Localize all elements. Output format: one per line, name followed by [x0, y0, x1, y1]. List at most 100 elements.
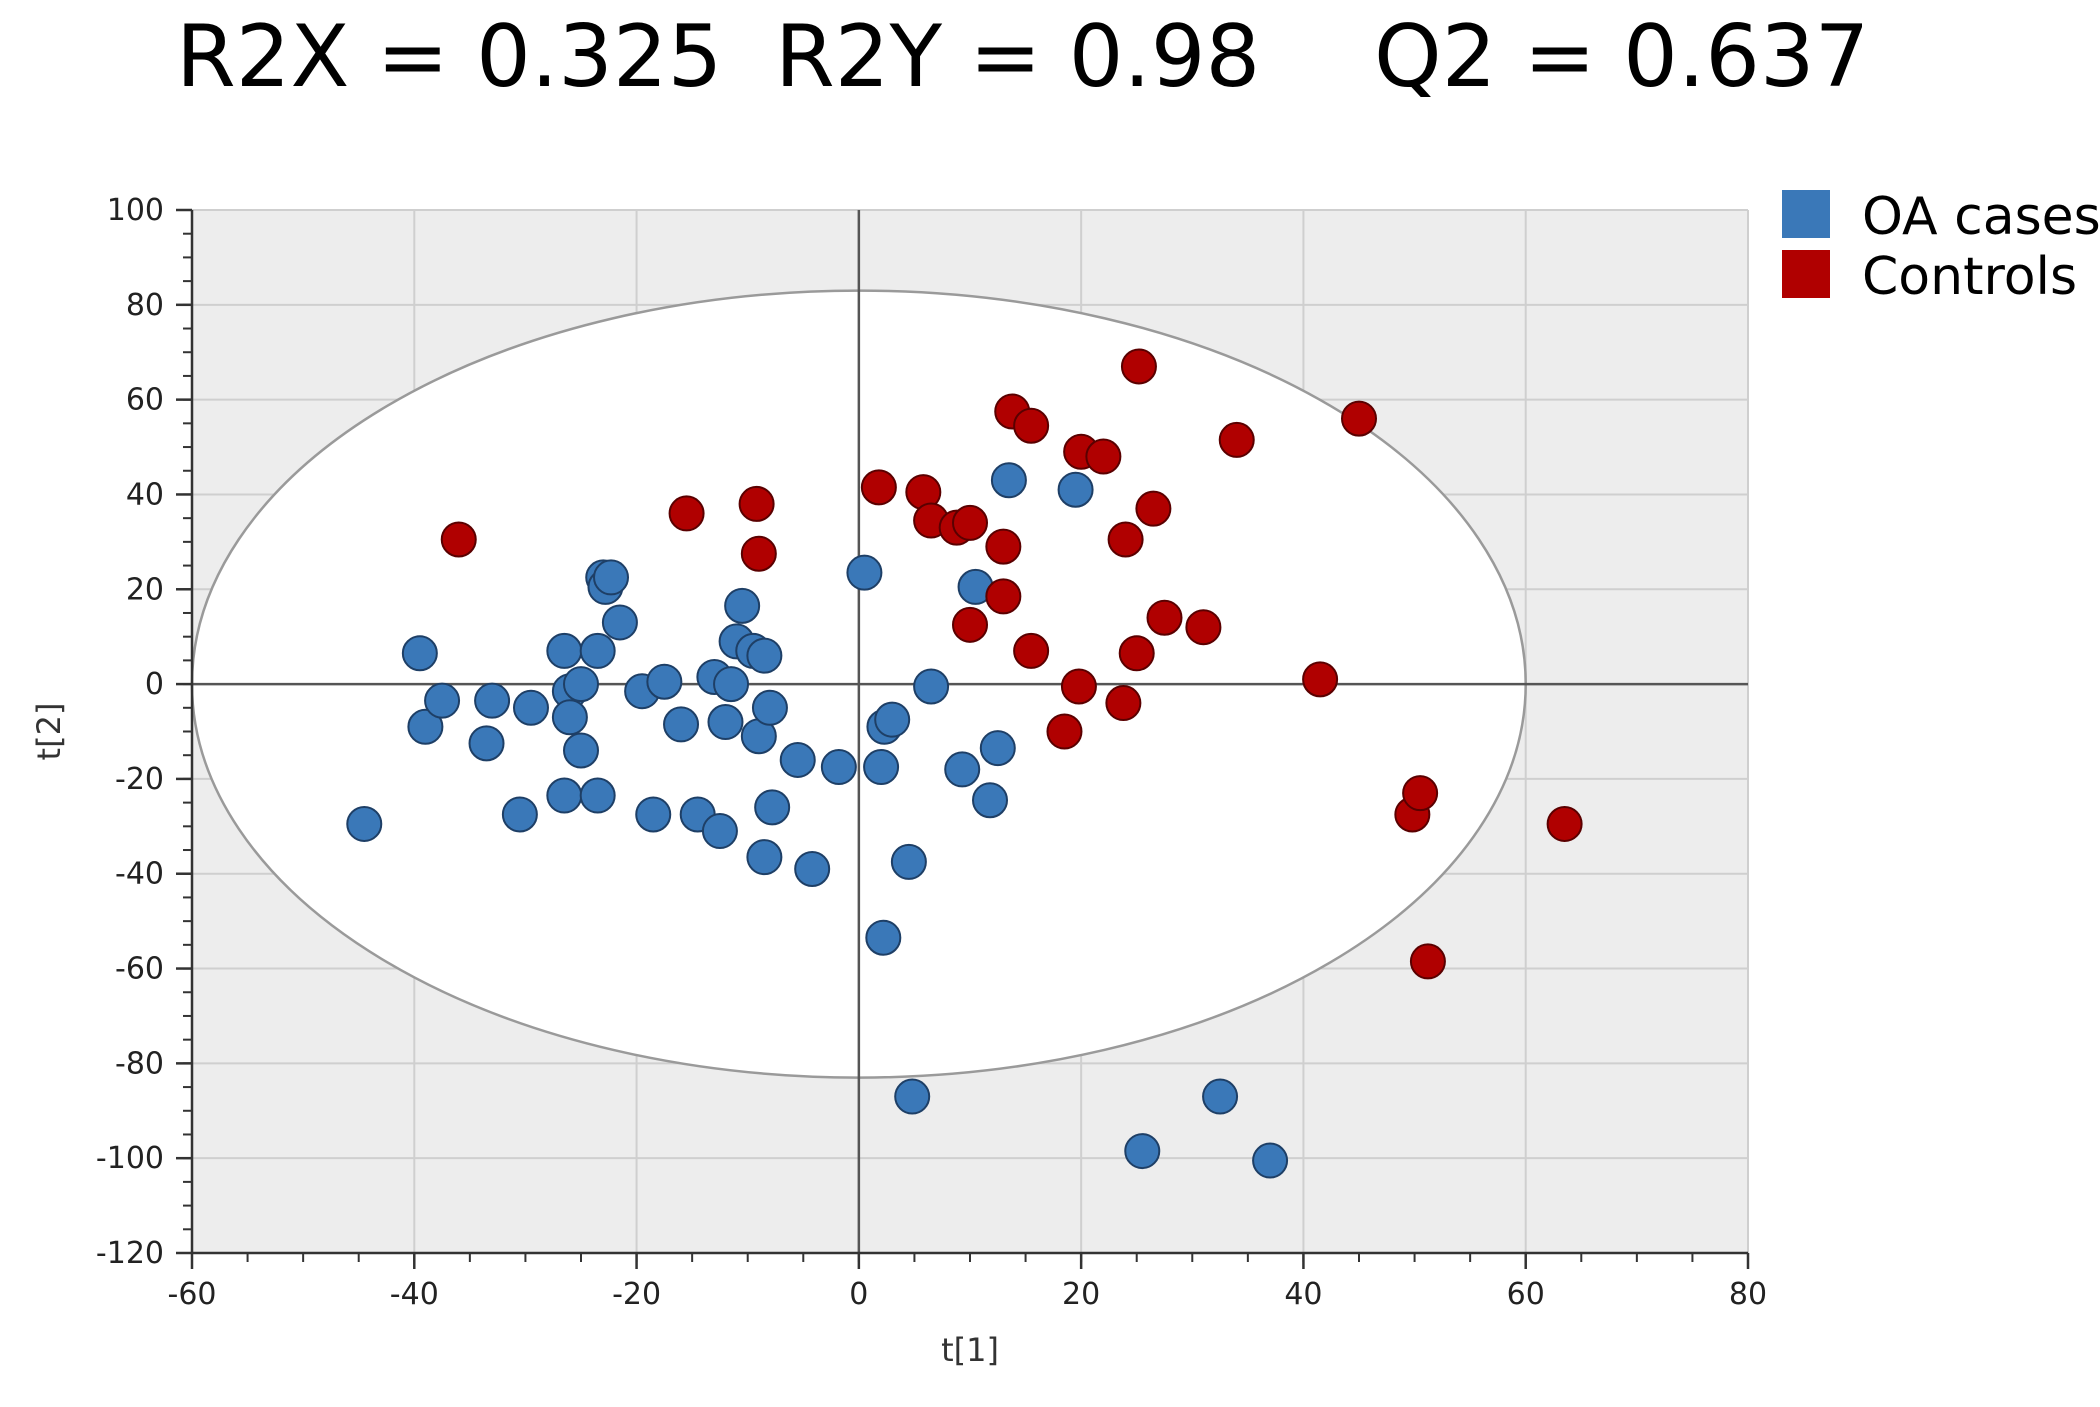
point-oa-case	[407, 708, 444, 745]
point-control	[1085, 438, 1122, 475]
x-tick-label: 0	[849, 1277, 868, 1312]
point-control	[860, 469, 897, 506]
point-oa-case	[1252, 1142, 1289, 1179]
point-control	[952, 504, 988, 541]
point-oa-case	[646, 663, 683, 700]
point-control	[1146, 599, 1183, 636]
x-tick-label: -60	[168, 1277, 217, 1312]
point-oa-case	[663, 706, 700, 743]
y-tick-label: -40	[115, 857, 164, 892]
point-oa-case	[724, 587, 761, 624]
point-oa-case	[972, 782, 1009, 819]
legend-label-oa-cases: OA cases	[1862, 187, 2100, 247]
point-oa-case	[546, 777, 583, 814]
y-tick-label: -20	[115, 762, 164, 797]
point-control	[1107, 521, 1144, 558]
point-oa-case	[635, 796, 672, 833]
point-oa-case	[820, 749, 857, 786]
point-control	[985, 578, 1022, 615]
point-oa-case	[865, 919, 902, 956]
point-oa-case	[1057, 471, 1094, 508]
point-oa-case	[863, 749, 900, 786]
model-statistics: R2X = 0.325 R2Y = 0.98 Q2 = 0.637	[0, 0, 2100, 120]
point-oa-case	[944, 751, 981, 788]
point-oa-case	[779, 741, 816, 778]
point-oa-case	[563, 732, 599, 769]
point-control	[738, 485, 775, 522]
x-tick-label: 80	[1729, 1277, 1767, 1312]
zero-axes	[192, 210, 1748, 1253]
legend-swatch-oa-cases	[1782, 190, 1830, 238]
point-oa-case	[512, 689, 549, 726]
point-oa-case	[990, 462, 1027, 499]
point-control	[1185, 609, 1222, 646]
point-oa-case	[707, 704, 744, 741]
point-oa-case	[501, 796, 538, 833]
point-control	[985, 528, 1022, 565]
x-tick-label: 60	[1507, 1277, 1545, 1312]
r2y-stat: R2Y = 0.98	[775, 7, 1261, 107]
point-oa-case	[551, 699, 588, 736]
point-oa-case	[1202, 1078, 1239, 1115]
point-control	[1046, 713, 1083, 750]
point-oa-case	[913, 668, 950, 705]
x-tick-label: 40	[1284, 1277, 1322, 1312]
point-oa-case	[701, 813, 738, 850]
point-oa-case	[713, 666, 750, 703]
y-tick-label: 0	[145, 667, 164, 702]
y-tick-label: -100	[96, 1141, 164, 1176]
point-oa-case	[751, 689, 788, 726]
point-oa-case	[563, 666, 599, 703]
point-control	[1060, 668, 1097, 705]
point-oa-case	[579, 777, 616, 814]
point-oa-case	[754, 789, 791, 826]
point-oa-case	[346, 805, 383, 842]
x-tick-label: -40	[390, 1277, 439, 1312]
point-oa-case	[593, 559, 630, 596]
point-control	[1341, 400, 1377, 437]
point-oa-case	[746, 839, 783, 876]
point-oa-case	[874, 701, 911, 738]
point-oa-case	[401, 635, 438, 672]
q2-stat: Q2 = 0.637	[1374, 7, 1870, 107]
y-tick-label: 100	[107, 193, 164, 228]
legend-swatch-controls	[1782, 250, 1830, 298]
point-control	[1409, 943, 1446, 980]
data-points	[346, 348, 1583, 1179]
point-oa-case	[424, 682, 461, 719]
y-tick-label: -60	[115, 952, 164, 987]
point-oa-case	[794, 850, 831, 887]
point-oa-case	[1124, 1133, 1161, 1170]
y-tick-label: -80	[115, 1046, 164, 1081]
point-oa-case	[579, 632, 616, 669]
y-tick-label: 40	[126, 477, 164, 512]
point-control	[1013, 632, 1050, 669]
point-control	[1135, 490, 1172, 527]
point-oa-case	[546, 632, 583, 669]
point-control	[1013, 407, 1050, 444]
x-tick-label: 20	[1062, 1277, 1100, 1312]
point-control	[440, 521, 477, 558]
y-tick-label: -120	[96, 1236, 164, 1271]
x-axis-label: t[1]	[941, 1331, 999, 1369]
legend: OA cases Controls	[1782, 187, 2100, 307]
point-control	[740, 535, 777, 572]
point-control	[952, 606, 988, 643]
point-control	[1402, 775, 1439, 812]
y-tick-label: 60	[126, 383, 164, 418]
x-tick-label: -20	[612, 1277, 661, 1312]
point-oa-case	[979, 730, 1016, 767]
point-oa-case	[846, 554, 883, 591]
point-control	[1118, 635, 1155, 672]
point-control	[1218, 421, 1255, 458]
point-oa-case	[890, 843, 927, 880]
point-oa-case	[601, 604, 638, 641]
point-control	[1105, 685, 1142, 722]
r2x-stat: R2X = 0.325	[176, 7, 723, 107]
legend-label-controls: Controls	[1862, 247, 2077, 307]
point-control	[1546, 805, 1583, 842]
point-oa-case	[746, 637, 783, 674]
point-oa-case	[468, 725, 505, 762]
y-tick-label: 20	[126, 572, 164, 607]
